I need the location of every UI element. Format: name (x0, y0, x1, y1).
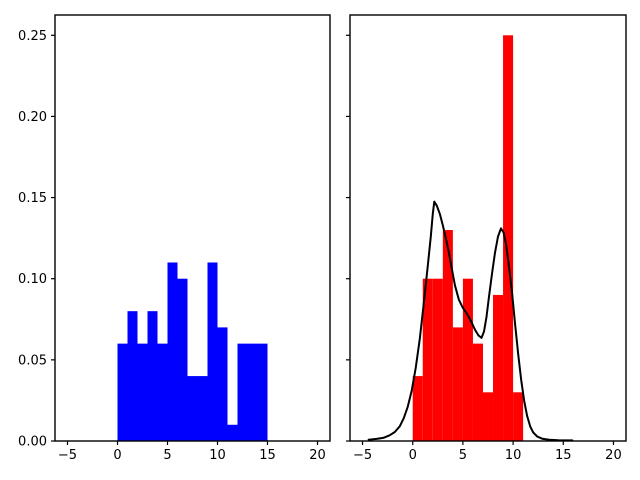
hist-bar (157, 343, 168, 441)
hist-bar (147, 311, 158, 441)
hist-bar (207, 262, 218, 441)
left-axes: −5 0 5 10 15 20 0.00 0.05 0.10 0.15 0.20 0.25 (18, 14, 331, 463)
hist-bar (432, 278, 443, 441)
hist-bar (412, 376, 423, 441)
hist-bar (187, 376, 198, 441)
y-tick-label: 0.00 (18, 435, 47, 450)
hist-bar (503, 35, 514, 441)
hist-bar (247, 343, 258, 441)
x-tick-label: 15 (555, 448, 572, 463)
x-tick-label: 5 (459, 448, 467, 463)
hist-bar (237, 343, 248, 441)
y-tick-label: 0.15 (18, 191, 47, 206)
y-tick-label: 0.20 (18, 110, 47, 125)
hist-bar (217, 327, 228, 441)
x-tick-label: 20 (605, 448, 622, 463)
hist-bar (472, 343, 483, 441)
hist-bar (513, 392, 524, 441)
x-tick-label: 20 (309, 448, 326, 463)
x-tick-label: −5 (353, 448, 372, 463)
y-tick-label: 0.10 (18, 272, 47, 287)
hist-bar (462, 278, 473, 441)
axes-spine (349, 14, 627, 442)
hist-bar (452, 327, 463, 441)
x-tick-label: 0 (113, 448, 121, 463)
hist-bar (117, 343, 128, 441)
hist-bar (482, 392, 494, 441)
hist-bar (137, 343, 148, 441)
hist-bar (167, 262, 178, 441)
hist-bar (197, 376, 208, 441)
axes-spine (54, 14, 331, 442)
kde-curve (367, 200, 574, 442)
x-tick-label: 15 (259, 448, 276, 463)
hist-bar (227, 424, 238, 441)
y-tick-label: 0.25 (18, 29, 47, 44)
hist-bar (442, 230, 453, 441)
right-axes: −5 0 5 10 15 20 (346, 14, 627, 463)
hist-bar (422, 278, 433, 441)
hist-bar (493, 294, 504, 441)
x-tick-label: 5 (163, 448, 171, 463)
hist-bar (127, 311, 138, 441)
x-tick-label: −5 (58, 448, 77, 463)
hist-bar (177, 278, 188, 441)
hist-bar (257, 343, 268, 441)
y-tick-label: 0.05 (18, 353, 47, 368)
x-tick-label: 10 (209, 448, 226, 463)
x-tick-label: 10 (505, 448, 522, 463)
x-tick-label: 0 (409, 448, 417, 463)
